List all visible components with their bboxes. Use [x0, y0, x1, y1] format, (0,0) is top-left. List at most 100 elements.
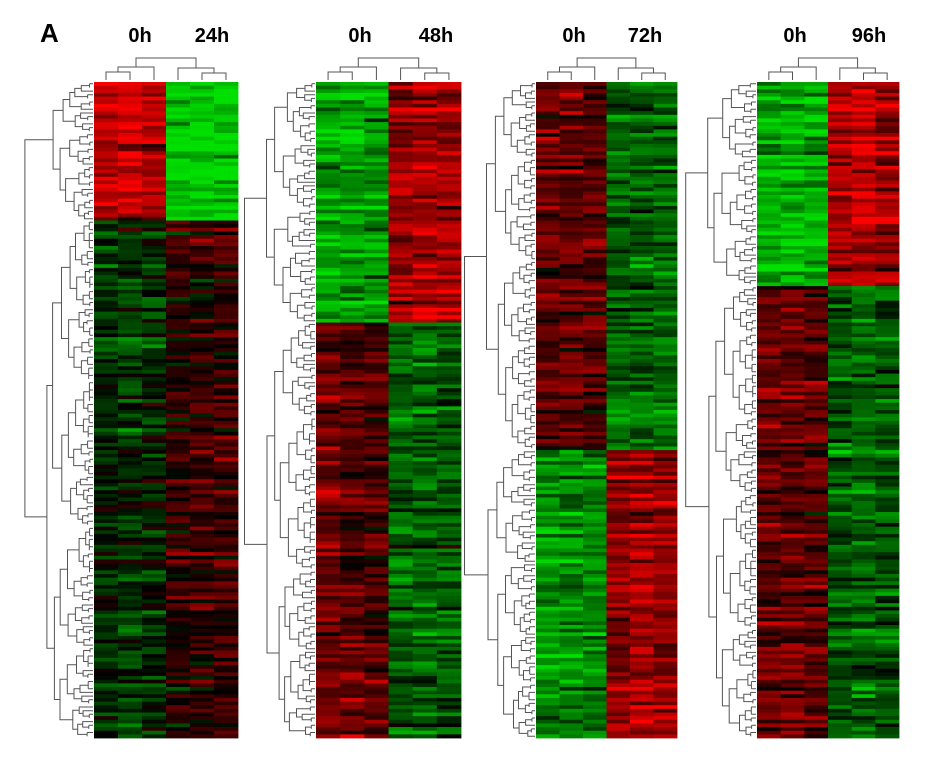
- heatmap-cell: [166, 337, 191, 342]
- heatmap-cell: [653, 665, 678, 670]
- heatmap-cell: [412, 267, 438, 272]
- heatmap-cell: [606, 348, 631, 353]
- heatmap-cell: [828, 471, 853, 476]
- heatmap-cell: [436, 632, 462, 637]
- heatmap-cell: [536, 136, 560, 141]
- heatmap-cell: [340, 249, 365, 254]
- heatmap-cell: [653, 264, 678, 269]
- heatmap-cell: [190, 420, 215, 425]
- heatmap-cell: [316, 391, 341, 396]
- heatmap-cell: [436, 275, 462, 280]
- heatmap-cell: [214, 676, 239, 681]
- heatmap-cell: [828, 380, 853, 385]
- heatmap-cell: [559, 231, 584, 236]
- heatmap-cell: [316, 278, 341, 283]
- heatmap-cell: [559, 559, 584, 564]
- heatmap-cell: [630, 690, 654, 695]
- heatmap-cell: [118, 410, 143, 415]
- heatmap-cell: [118, 413, 143, 418]
- heatmap-cell: [142, 639, 167, 644]
- heatmap-cell: [780, 114, 805, 119]
- heatmap-cell: [875, 697, 900, 702]
- heatmap-cell: [757, 628, 782, 633]
- heatmap-cell: [166, 686, 191, 692]
- heatmap-cell: [606, 180, 631, 185]
- heatmap-cell: [190, 643, 215, 648]
- heatmap-cell: [142, 544, 167, 549]
- heatmap-cell: [606, 362, 631, 367]
- heatmap-cell: [828, 406, 853, 411]
- heatmap-cell: [142, 603, 167, 608]
- heatmap-cell: [828, 198, 853, 203]
- heatmap-cell: [190, 599, 215, 604]
- heatmap-cell: [536, 730, 560, 735]
- heatmap-cell: [364, 235, 389, 240]
- heatmap-cell: [757, 85, 782, 90]
- heatmap-cell: [142, 457, 167, 462]
- heatmap-cell: [630, 716, 654, 721]
- heatmap-cell: [757, 701, 782, 706]
- heatmap-cell: [875, 650, 900, 655]
- heatmap-cell: [142, 329, 167, 334]
- heatmap-cell: [388, 402, 414, 407]
- heatmap-cell: [653, 603, 678, 608]
- heatmap-cell: [316, 625, 341, 630]
- heatmap-cell: [536, 143, 560, 148]
- heatmap-cell: [364, 133, 389, 138]
- heatmap-cell: [804, 333, 829, 338]
- heatmap-cell: [828, 457, 853, 462]
- heatmap-cell: [630, 311, 654, 316]
- heatmap-cell: [214, 665, 239, 670]
- heatmap-cell: [828, 563, 853, 568]
- time-label-72h: 72h: [628, 25, 662, 47]
- heatmap-cell: [214, 300, 239, 305]
- heatmap-cell: [536, 584, 560, 589]
- heatmap-cell: [851, 574, 876, 579]
- heatmap-cell: [757, 584, 782, 589]
- heatmap-cell: [142, 643, 167, 648]
- heatmap-cell: [94, 705, 119, 710]
- heatmap-cell: [214, 380, 239, 385]
- heatmap-cell: [412, 727, 438, 732]
- heatmap-cell: [804, 537, 829, 542]
- heatmap-cell: [166, 351, 191, 356]
- heatmap-cell: [653, 694, 678, 699]
- heatmap-cell: [630, 242, 654, 247]
- heatmap-cell: [851, 180, 876, 185]
- heatmap-cell: [780, 555, 805, 560]
- heatmap-cell: [780, 366, 805, 371]
- heatmap-cell: [606, 384, 631, 389]
- heatmap-cell: [828, 326, 853, 331]
- heatmap-cell: [804, 107, 829, 112]
- heatmap-cell: [630, 143, 654, 148]
- heatmap-cell: [316, 581, 341, 586]
- heatmap-cell: [583, 665, 607, 670]
- heatmap-cell: [190, 446, 215, 451]
- heatmap-cell: [757, 442, 782, 447]
- heatmap-cell: [757, 482, 782, 487]
- heatmap-cell: [804, 100, 829, 105]
- heatmap-cell: [875, 625, 900, 630]
- heatmap-cell: [804, 563, 829, 568]
- heatmap-cell: [388, 369, 414, 374]
- heatmap-cell: [388, 329, 414, 334]
- heatmap-cell: [536, 701, 560, 706]
- heatmap-cell: [630, 406, 654, 411]
- heatmap-cell: [757, 435, 782, 440]
- heatmap-cell: [653, 271, 678, 276]
- heatmap-cell: [780, 395, 805, 400]
- heatmap-cell: [653, 111, 678, 116]
- heatmap-cell: [364, 457, 389, 462]
- heatmap-cell: [851, 89, 876, 94]
- heatmap-cell: [583, 486, 607, 491]
- heatmap-cell: [653, 388, 678, 393]
- heatmap-cell: [142, 450, 167, 455]
- heatmap-cell: [875, 471, 900, 476]
- heatmap-cell: [536, 410, 560, 415]
- heatmap-cell: [583, 140, 607, 145]
- heatmap-cell: [316, 544, 341, 549]
- heatmap-cell: [780, 490, 805, 495]
- heatmap-cell: [388, 340, 414, 345]
- heatmap-cell: [94, 209, 119, 214]
- heatmap-cell: [757, 657, 782, 662]
